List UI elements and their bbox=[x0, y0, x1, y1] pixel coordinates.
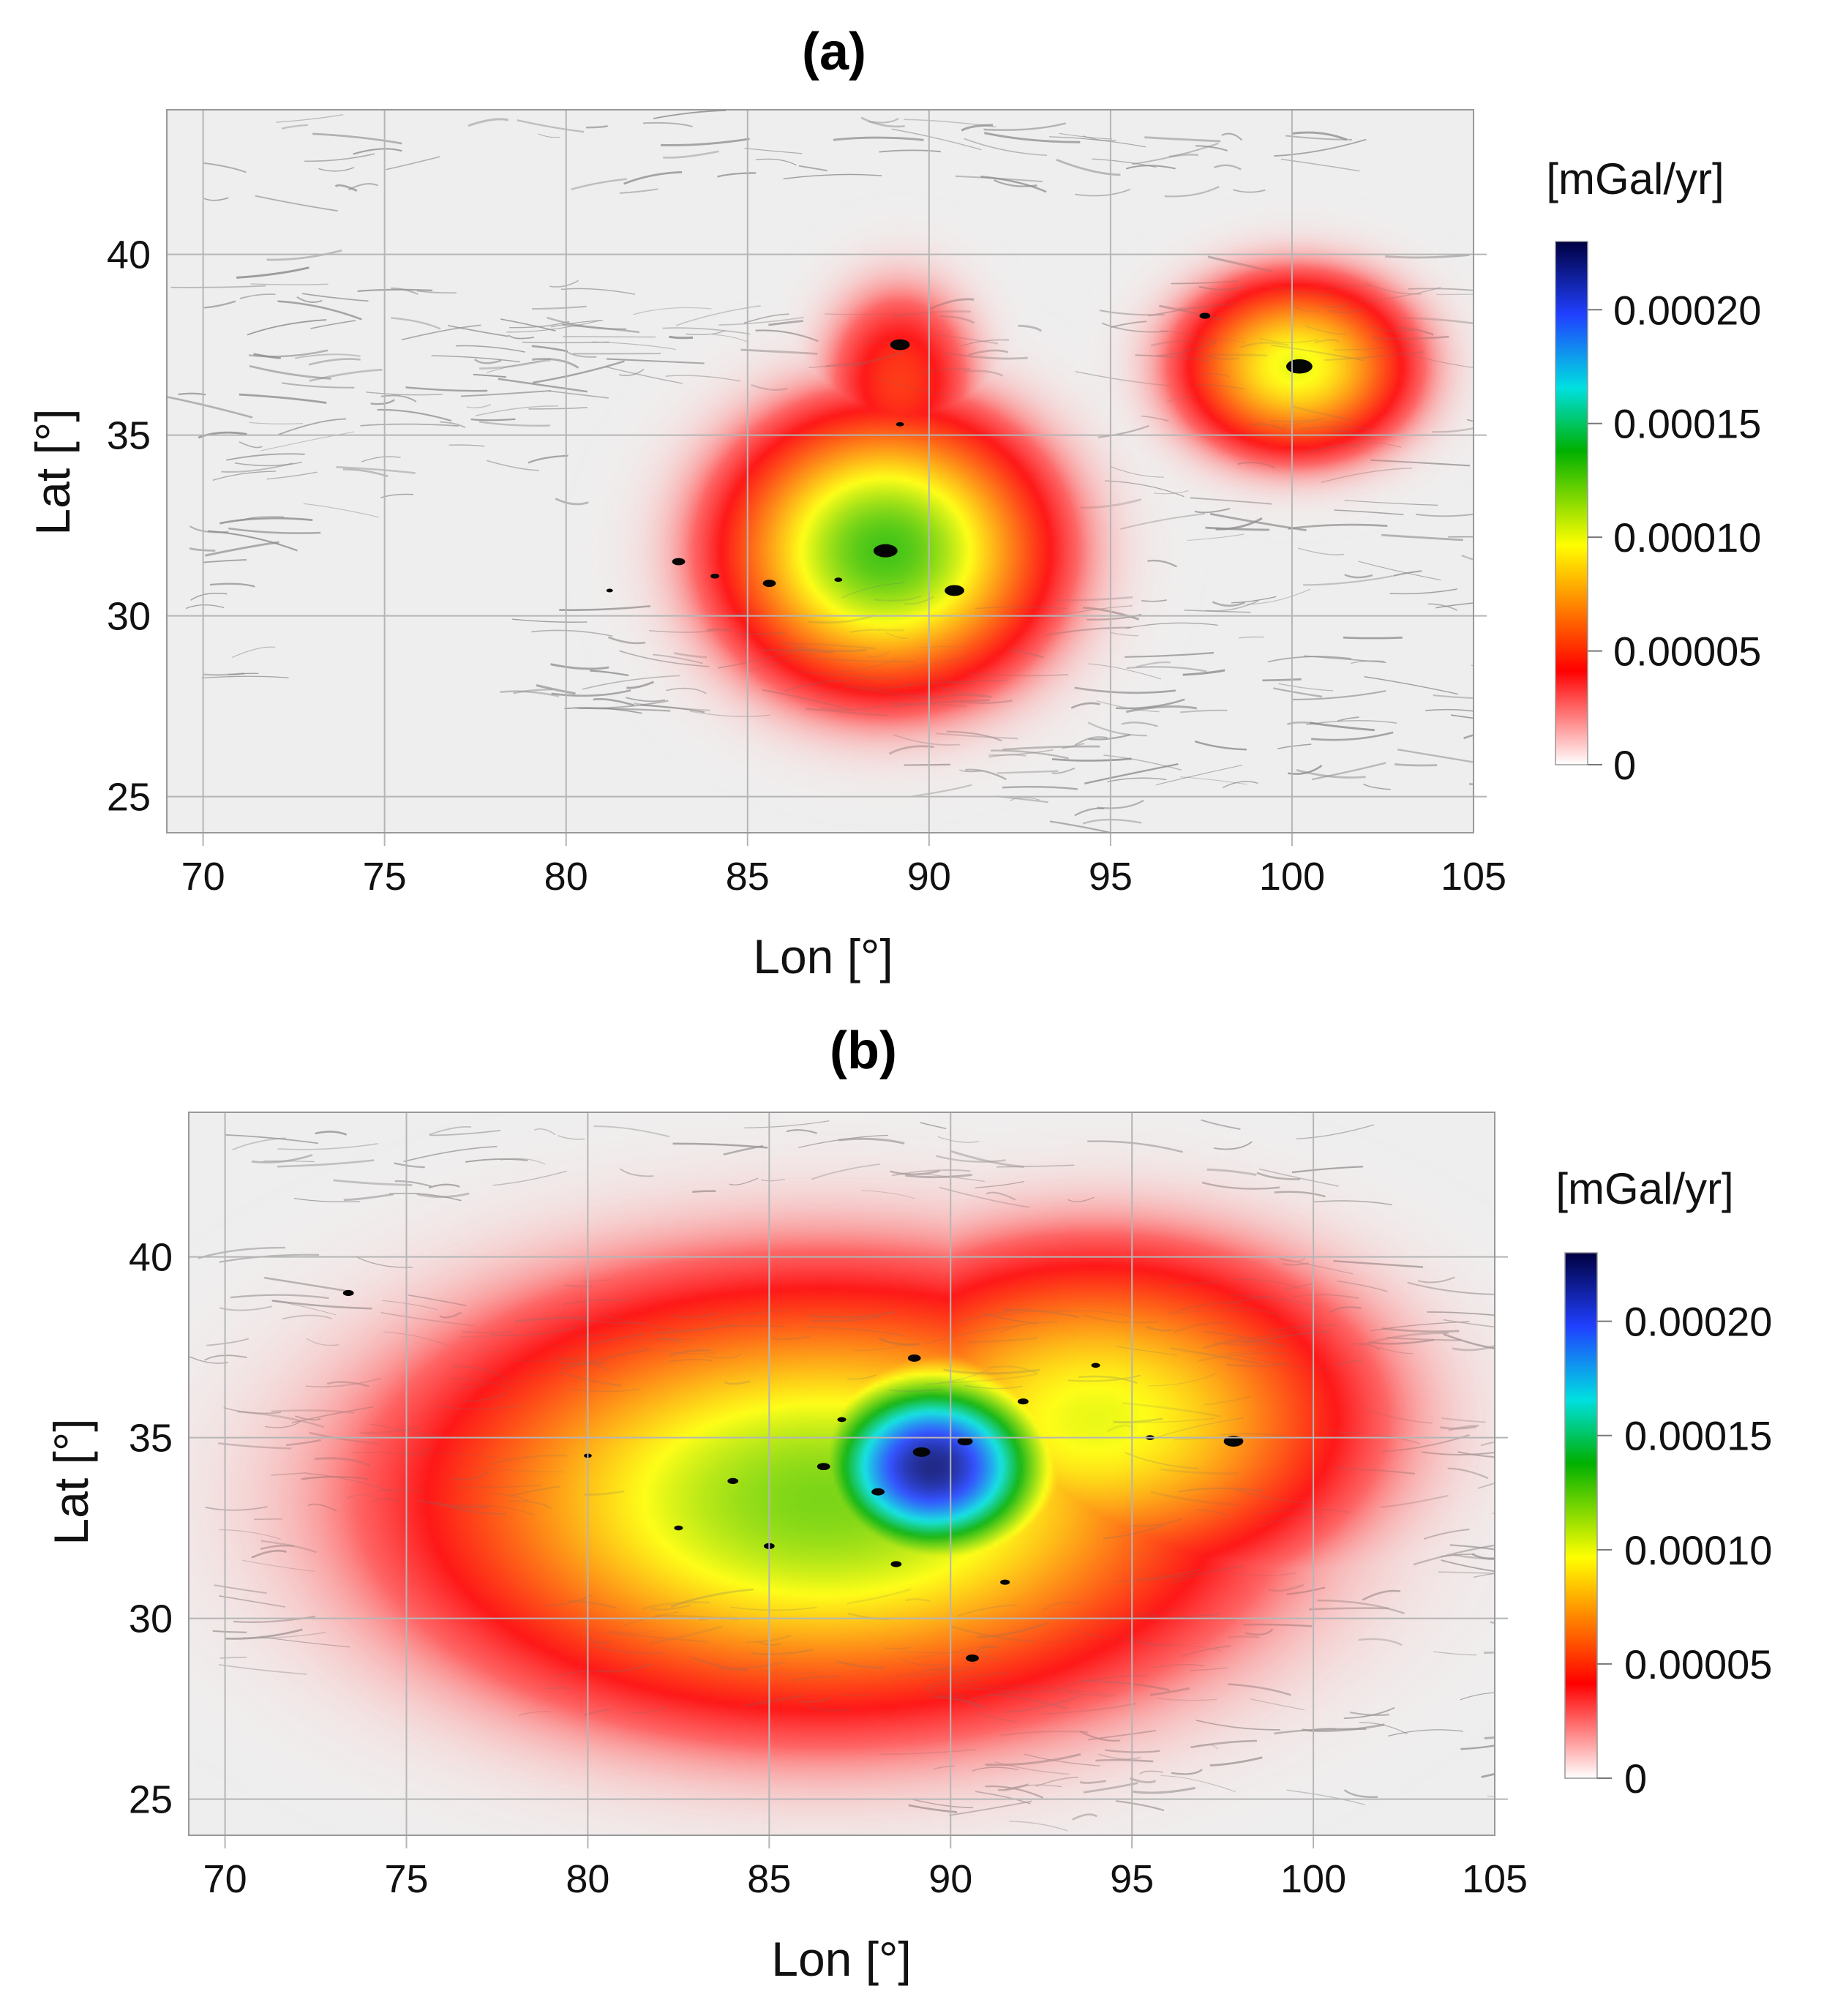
x-tick-label: 90 bbox=[928, 1857, 972, 1901]
colorbar-gradient bbox=[1555, 241, 1588, 765]
panel-a-ylabel: Lat [°] bbox=[26, 408, 80, 535]
y-tick-label: 35 bbox=[129, 1417, 173, 1461]
lake-marker bbox=[890, 1561, 902, 1567]
x-tick-label: 105 bbox=[1441, 855, 1506, 899]
colorbar-tick-label: 0 bbox=[1624, 1755, 1647, 1802]
lake-marker bbox=[873, 544, 898, 558]
x-tick-label: 95 bbox=[1089, 855, 1133, 899]
plot-frame bbox=[166, 109, 1474, 833]
y-tick-label: 30 bbox=[107, 595, 151, 639]
x-tick-label: 90 bbox=[907, 855, 951, 899]
y-tick-label: 40 bbox=[107, 233, 151, 277]
colorbar-tick-label: 0 bbox=[1613, 742, 1636, 788]
lake-marker bbox=[837, 1417, 847, 1423]
lake-marker bbox=[1199, 312, 1211, 319]
colorbar-tick-label: 0.00010 bbox=[1624, 1527, 1772, 1573]
lake-marker bbox=[1018, 1398, 1029, 1405]
lake-marker bbox=[1091, 1363, 1100, 1368]
colorbar-gradient bbox=[1564, 1252, 1598, 1779]
panel-b-plot: 70 75 80 85 90 95 100 105 25 30 35 40 bbox=[129, 1112, 1528, 1901]
x-tick-label: 80 bbox=[544, 855, 588, 899]
x-tick-label: 100 bbox=[1259, 855, 1325, 899]
grid bbox=[189, 1112, 1508, 1848]
x-tick-label: 105 bbox=[1462, 1857, 1528, 1901]
x-tick-label: 95 bbox=[1110, 1857, 1154, 1901]
y-tick-label: 30 bbox=[129, 1597, 173, 1641]
terrain-overlay bbox=[189, 1119, 1495, 1832]
lake-marker bbox=[890, 339, 910, 351]
lake-marker bbox=[834, 577, 843, 582]
x-tick-label: 70 bbox=[203, 1857, 247, 1901]
panel-a-plot: 70 75 80 85 90 95 100 105 25 30 35 40 bbox=[107, 109, 1506, 899]
panel-b-colorbar: 0 0.00005 0.00010 0.00015 0.00020 bbox=[1564, 1252, 1772, 1802]
lake-marker bbox=[945, 585, 964, 596]
lake-marker bbox=[727, 1477, 739, 1484]
y-tick-label: 25 bbox=[129, 1778, 173, 1822]
lake-marker bbox=[912, 1447, 931, 1457]
lake-marker bbox=[342, 1289, 354, 1297]
lake-marker bbox=[896, 421, 904, 427]
terrain-overlay bbox=[167, 110, 1474, 833]
colorbar-tick-label: 0.00015 bbox=[1613, 401, 1761, 447]
lake-marker bbox=[1285, 359, 1313, 374]
y-tick-label: 25 bbox=[107, 776, 151, 820]
colorbar-tick-label: 0.00020 bbox=[1613, 287, 1761, 333]
colorbar-tick-label: 0.00015 bbox=[1624, 1413, 1772, 1459]
x-tick-label: 70 bbox=[181, 855, 225, 899]
lake-marker bbox=[966, 1655, 979, 1662]
lake-marker bbox=[817, 1463, 830, 1471]
panel-a-colorbar-unit: [mGal/yr] bbox=[1546, 154, 1724, 203]
panel-b-title: (b) bbox=[830, 1022, 897, 1080]
lake-marker bbox=[1000, 1579, 1010, 1585]
x-tick-label: 80 bbox=[566, 1857, 609, 1901]
lake-marker bbox=[957, 1436, 973, 1446]
x-tick-label: 100 bbox=[1280, 1857, 1346, 1901]
lake-marker bbox=[606, 588, 613, 593]
lake-marker bbox=[762, 580, 776, 588]
panel-a-title: (a) bbox=[802, 23, 866, 81]
x-tick-label: 85 bbox=[747, 1857, 791, 1901]
gravity-signal-heatmap bbox=[189, 1112, 1495, 1835]
panel-a-xlabel: Lon [°] bbox=[753, 929, 893, 983]
lake-marker bbox=[871, 1488, 885, 1496]
grid bbox=[167, 110, 1487, 846]
lakes bbox=[342, 1289, 1244, 1662]
panel-a-colorbar: 0 0.00005 0.00010 0.00015 0.00020 bbox=[1555, 241, 1761, 788]
lake-marker bbox=[1223, 1436, 1244, 1447]
lake-marker bbox=[672, 558, 686, 566]
x-tick-label: 75 bbox=[384, 1857, 428, 1901]
colorbar-tick-label: 0.00020 bbox=[1624, 1299, 1772, 1345]
lake-marker bbox=[907, 1354, 921, 1362]
plot-frame bbox=[188, 1112, 1495, 1836]
panel-b-ylabel: Lat [°] bbox=[44, 1418, 98, 1545]
lake-marker bbox=[674, 1525, 683, 1531]
x-tick-label: 85 bbox=[726, 855, 770, 899]
x-tick-label: 75 bbox=[363, 855, 407, 899]
colorbar-tick-label: 0.00005 bbox=[1624, 1641, 1772, 1687]
colorbar-tick-label: 0.00005 bbox=[1613, 629, 1761, 675]
y-tick-label: 35 bbox=[107, 414, 151, 458]
y-tick-label: 40 bbox=[129, 1236, 173, 1280]
panel-b-xlabel: Lon [°] bbox=[771, 1932, 912, 1986]
panel-b-colorbar-unit: [mGal/yr] bbox=[1555, 1164, 1733, 1213]
lake-marker bbox=[710, 573, 720, 579]
colorbar-tick-label: 0.00010 bbox=[1613, 514, 1761, 561]
